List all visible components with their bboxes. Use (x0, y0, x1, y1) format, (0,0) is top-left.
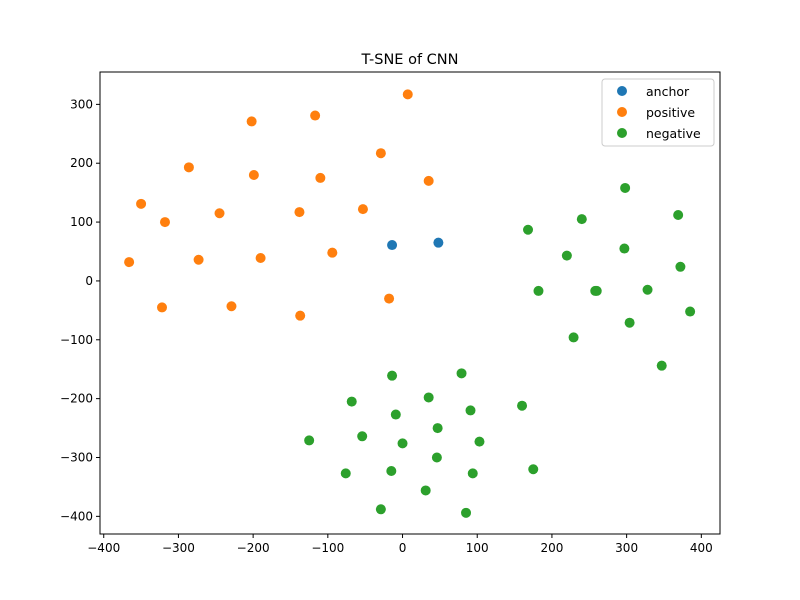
negative-point (432, 423, 443, 434)
negative-point (561, 250, 572, 261)
anchor-point (433, 237, 444, 248)
negative-point (456, 368, 467, 379)
plot-area (100, 72, 720, 534)
negative-point (461, 507, 472, 518)
anchor-point (387, 240, 398, 251)
negative-point (386, 466, 397, 477)
legend-box (601, 78, 715, 147)
positive-point (157, 302, 167, 313)
positive-point (402, 89, 413, 100)
negative-point (673, 210, 684, 221)
negative-point (685, 306, 696, 317)
x-axis: −400 −300 −200 −100 0 100 200 300 400 (87, 534, 713, 555)
positive-point (315, 172, 326, 183)
positive-point (310, 110, 321, 121)
positive-point (136, 198, 147, 209)
positive-point (214, 208, 225, 219)
x-tick-label: 400 (690, 541, 713, 555)
y-tick-label: 0 (85, 274, 93, 288)
y-tick-label: −400 (60, 509, 93, 523)
negative-point (390, 409, 401, 420)
y-axis: −400 −300 −200 −100 0 100 200 300 (60, 97, 100, 523)
x-tick-label: −300 (162, 541, 195, 555)
x-tick-label: 300 (615, 541, 638, 555)
negative-point (528, 464, 539, 475)
negative-point (346, 396, 357, 407)
negative-point (357, 431, 368, 442)
positive-point (193, 254, 204, 265)
negative-point (474, 436, 485, 447)
negative-point (568, 332, 579, 343)
negative-point (642, 284, 653, 295)
positive-point (327, 247, 338, 258)
negative-point (375, 504, 386, 515)
x-tick-label: 200 (540, 541, 563, 555)
positive-point (226, 301, 237, 312)
positive-point (384, 293, 395, 304)
x-tick-label: −200 (237, 541, 270, 555)
negative-point (467, 468, 478, 479)
positive-point (124, 257, 135, 268)
negative-point (576, 214, 587, 225)
chart-title: T-SNE of CNN (361, 52, 459, 68)
y-tick-label: −100 (60, 333, 93, 347)
negative-point (656, 360, 667, 371)
positive-point (248, 169, 259, 180)
positive-point (159, 217, 170, 228)
axes-frame (99, 71, 721, 535)
positive-point (294, 207, 305, 218)
y-tick-label: −200 (60, 392, 93, 406)
legend-label-anchor: anchor (646, 84, 690, 99)
legend: anchor positive negative (601, 78, 715, 147)
x-tick-label: 100 (466, 541, 489, 555)
negative-point (591, 285, 602, 296)
positive-point (183, 162, 194, 173)
positive-point (357, 204, 368, 215)
negative-point (304, 435, 315, 446)
negative-point (420, 485, 431, 496)
y-tick-label: 300 (70, 97, 93, 111)
negative-point (387, 370, 398, 381)
negative-point (620, 182, 631, 193)
negative-point (340, 468, 351, 479)
negative-point (624, 317, 635, 328)
x-tick-label: 0 (399, 541, 407, 555)
negative-point (675, 261, 686, 272)
positive-point (423, 175, 434, 186)
legend-label-negative: negative (646, 126, 701, 141)
legend-marker-positive (617, 107, 627, 117)
legend-label-positive: positive (646, 105, 695, 120)
negative-point (397, 438, 408, 449)
negative-point (523, 224, 534, 235)
legend-marker-negative (617, 128, 627, 138)
positive-point (375, 148, 386, 159)
y-tick-label: 100 (70, 215, 93, 229)
y-tick-label: −300 (60, 450, 93, 464)
negative-point (431, 452, 442, 463)
negative-point (423, 392, 434, 403)
legend-marker-anchor (617, 86, 627, 96)
points-layer (124, 89, 696, 518)
positive-point (295, 310, 306, 321)
x-tick-label: −100 (311, 541, 344, 555)
negative-point (465, 405, 476, 416)
x-tick-label: −400 (87, 541, 120, 555)
negative-point (533, 285, 544, 296)
positive-point (255, 252, 266, 263)
positive-point (246, 116, 257, 127)
y-tick-label: 200 (70, 156, 93, 170)
negative-point (619, 243, 630, 254)
negative-point (517, 400, 528, 411)
